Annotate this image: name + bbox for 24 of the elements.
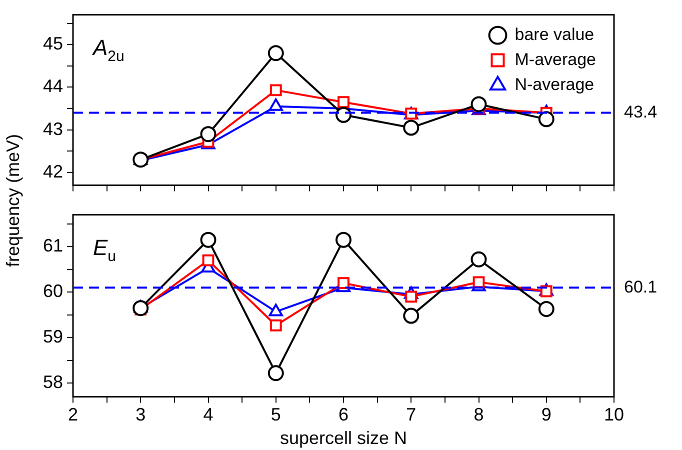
y-tick-label: 59 (42, 326, 63, 347)
legend-label: bare value (514, 24, 594, 44)
y-tick-label: 60 (42, 281, 63, 302)
y-tick-label: 44 (42, 76, 63, 96)
x-tick-label: 8 (474, 404, 484, 425)
x-tick-label: 7 (406, 404, 416, 425)
x-tick-label: 2 (68, 404, 78, 425)
x-tick-label: 5 (270, 404, 281, 425)
x-tick-label: 4 (203, 404, 214, 425)
y-tick-label: 45 (42, 34, 63, 54)
x-tick-label: 3 (136, 404, 146, 425)
ref-line-label: 43.4 (624, 102, 658, 122)
y-tick-label: 42 (42, 161, 63, 182)
x-axis-title: supercell size N (280, 428, 408, 448)
y-axis-title: frequency (meV) (4, 133, 24, 267)
y-tick-label: 43 (42, 118, 63, 139)
legend-label: M-average (514, 50, 596, 69)
x-tick-label: 6 (338, 404, 349, 425)
ref-line-label: 60.1 (624, 277, 658, 296)
y-tick-label: 58 (42, 372, 63, 392)
x-tick-label: 10 (604, 404, 624, 425)
y-tick-label: 61 (42, 236, 63, 256)
x-tick-label: 9 (541, 404, 552, 425)
legend-label: N-average (514, 74, 594, 94)
